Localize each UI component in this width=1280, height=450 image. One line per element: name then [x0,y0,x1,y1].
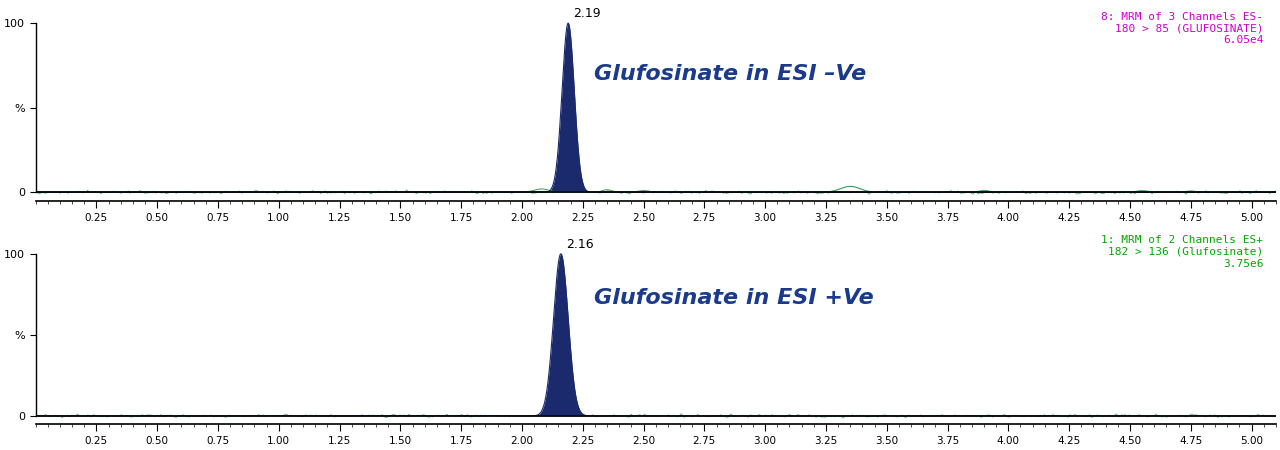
Text: Glufosinate in ESI –Ve: Glufosinate in ESI –Ve [594,64,867,84]
Text: 8: MRM of 3 Channels ES-
180 > 85 (GLUFOSINATE)
6.05e4: 8: MRM of 3 Channels ES- 180 > 85 (GLUFO… [1101,12,1263,45]
Text: 2.19: 2.19 [573,7,600,20]
Text: 2.16: 2.16 [566,238,594,251]
Text: Glufosinate in ESI +Ve: Glufosinate in ESI +Ve [594,288,873,308]
Text: 1: MRM of 2 Channels ES+
182 > 136 (Glufosinate)
3.75e6: 1: MRM of 2 Channels ES+ 182 > 136 (Gluf… [1101,235,1263,269]
